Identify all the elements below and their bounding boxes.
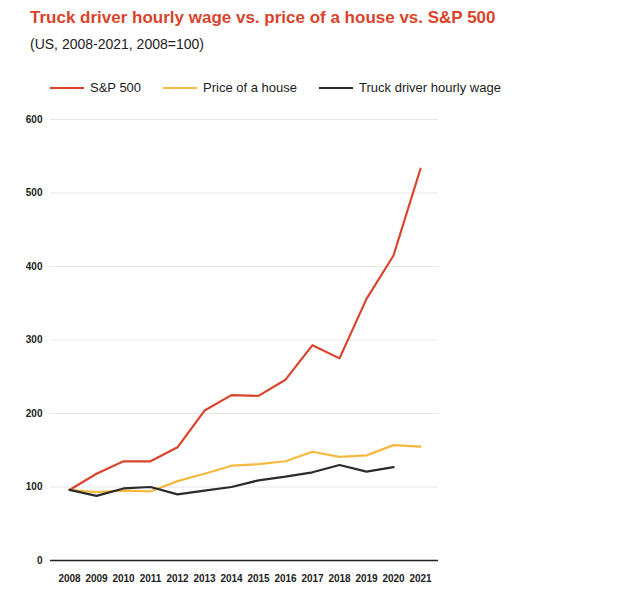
svg-text:2012: 2012 [166, 573, 189, 584]
svg-text:2020: 2020 [382, 573, 405, 584]
svg-text:2019: 2019 [355, 573, 378, 584]
svg-text:300: 300 [26, 334, 43, 345]
svg-text:500: 500 [26, 187, 43, 198]
svg-text:2021: 2021 [409, 573, 432, 584]
svg-text:200: 200 [26, 408, 43, 419]
svg-text:2008: 2008 [58, 573, 81, 584]
html-text:(US, 2008-2021, 2008=100): (US, 2008-2021, 2008=100) [30, 36, 204, 52]
html-text:Truck driver hourly wage: Truck driver hourly wage [359, 80, 501, 95]
html-text:Price of a house: Price of a house [203, 80, 297, 95]
svg-text:2017: 2017 [301, 573, 324, 584]
svg-text:2009: 2009 [85, 573, 108, 584]
svg-text:0: 0 [37, 555, 43, 566]
html-text:S&P 500: S&P 500 [90, 80, 142, 95]
html-text:Truck driver hourly wage vs. p: Truck driver hourly wage vs. price of a … [30, 8, 496, 27]
svg-text:100: 100 [26, 481, 43, 492]
svg-text:2011: 2011 [140, 573, 162, 584]
svg-text:2016: 2016 [274, 573, 297, 584]
svg-text:2014: 2014 [220, 573, 243, 584]
svg-text:400: 400 [26, 261, 43, 272]
svg-text:2018: 2018 [328, 573, 351, 584]
svg-text:2013: 2013 [193, 573, 216, 584]
svg-text:2010: 2010 [112, 573, 135, 584]
svg-text:2015: 2015 [247, 573, 270, 584]
svg-text:600: 600 [26, 114, 43, 125]
